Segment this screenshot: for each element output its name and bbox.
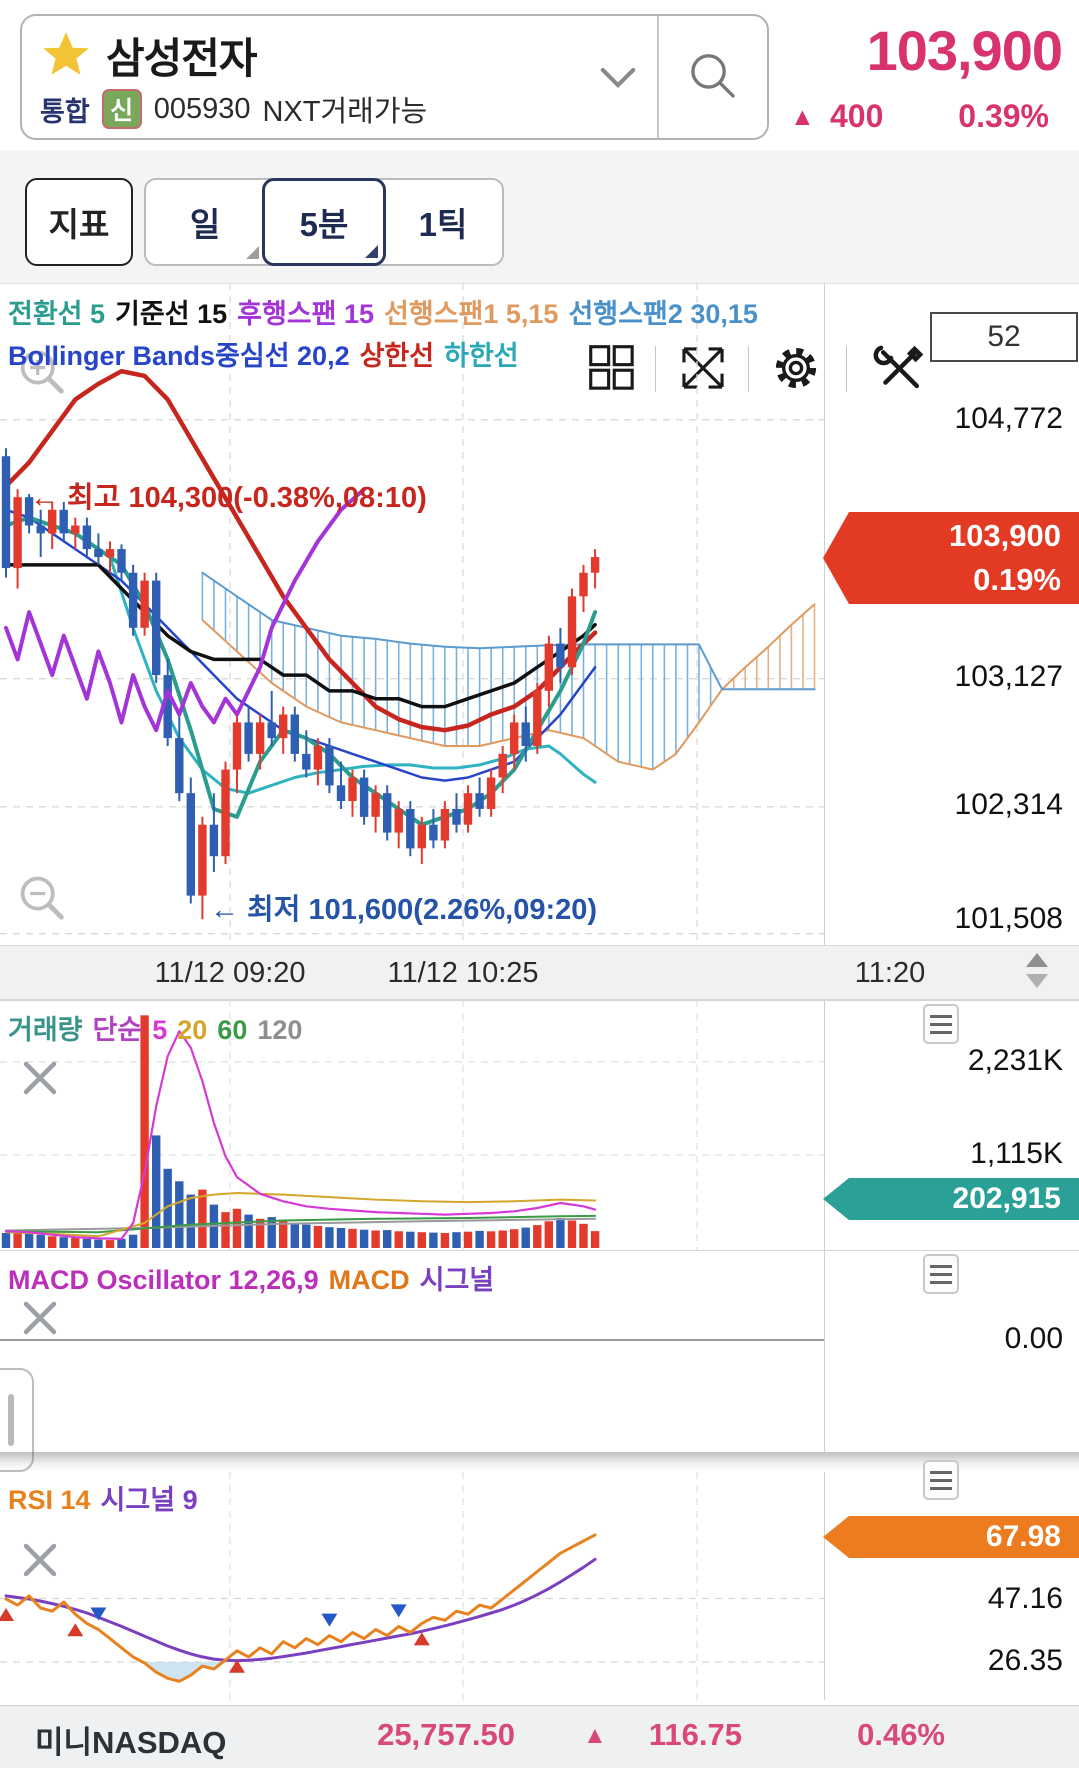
volume-pane-menu-icon[interactable] [923, 1004, 959, 1044]
index-ticker-bar[interactable] [0, 1705, 1079, 1768]
high-annotation: ← 최고 104,300(-0.38%,08:10) [30, 482, 427, 514]
rsi-pane-menu-icon[interactable] [923, 1460, 959, 1500]
pane-divider [0, 1000, 1079, 1001]
volume-axis-label: 2,231K [967, 1044, 1063, 1077]
bollinger-legend: Bollinger Bands중심선 20,2 상한선 하한선 [8, 341, 519, 371]
time-label: 11:20 [854, 957, 926, 989]
volume-axis-label: 1,115K [970, 1137, 1063, 1170]
chevron-down-icon[interactable] [579, 16, 657, 138]
gear-icon[interactable] [768, 340, 824, 396]
ichimoku-legend: 전환선 5 기준선 15 후행스팬 15 선행스팬1 5,15 선행스팬2 30,15 [8, 299, 758, 329]
search-button[interactable] [657, 16, 767, 138]
rsi-pane-close-icon[interactable] [18, 1538, 62, 1582]
indicator-button[interactable]: 지표 [25, 178, 133, 266]
rsi-chart[interactable] [0, 1472, 824, 1700]
macd-zero-label: 0.00 [1004, 1322, 1063, 1355]
time-label: 11/12 09:20 [154, 957, 306, 989]
time-label: 11/12 10:25 [387, 957, 539, 989]
macd-pane-menu-icon[interactable] [923, 1254, 959, 1294]
rsi-axis-label: 47.16 [987, 1582, 1063, 1615]
zoom-in-icon[interactable] [16, 346, 68, 402]
pane-resize-divider[interactable] [0, 1452, 1079, 1472]
favorite-star-icon[interactable] [40, 29, 92, 81]
price-axis-label: 102,314 [954, 788, 1063, 821]
volume-chart[interactable] [0, 1000, 824, 1250]
index-change: 116.75 [648, 1717, 742, 1752]
stock-info: 삼성전자 통합 신 005930 NXT거래가능 [22, 16, 579, 138]
change-arrow-icon: ▲ [790, 103, 815, 131]
stock-header-card[interactable]: 삼성전자 통합 신 005930 NXT거래가능 [20, 14, 769, 140]
stock-name: 삼성전자 [106, 34, 258, 82]
layout-grid-icon[interactable] [584, 340, 640, 396]
candle-count-box[interactable]: 52 [930, 312, 1078, 362]
low-annotation: ← 최저 101,600(2.26%,09:20) [210, 894, 598, 926]
current-price-tag: 103,900 0.19% [823, 512, 1079, 604]
period-day-button[interactable]: 일 [146, 180, 264, 264]
period-tick-button[interactable]: 1틱 [418, 206, 468, 243]
rsi-axis-label: 26.35 [987, 1644, 1063, 1677]
change-value: 400 [830, 98, 884, 134]
tools-icon[interactable] [872, 340, 928, 396]
toolbar-divider [655, 346, 656, 392]
market-tab-label[interactable]: 통합 [40, 96, 90, 127]
price-axis-label: 103,127 [954, 660, 1063, 693]
spinner-up-icon[interactable] [1026, 953, 1048, 967]
rsi-legend: RSI 14 시그널 9 [8, 1485, 198, 1515]
zoom-out-icon[interactable] [16, 872, 68, 928]
trade-availability-label: NXT거래가능 [262, 96, 428, 128]
toolbar-divider [748, 346, 749, 392]
toolbar-divider [846, 346, 847, 392]
drag-handle[interactable] [0, 1368, 34, 1472]
rsi-value-tag: 67.98 [823, 1516, 1079, 1558]
price-axis-label: 104,772 [954, 402, 1063, 435]
time-axis-bar[interactable] [0, 945, 1079, 1000]
main-price-chart[interactable] [0, 283, 824, 945]
axis-scale-spinner[interactable] [1026, 953, 1048, 988]
index-percent: 0.46% [857, 1717, 945, 1752]
change-percent: 0.39% [958, 98, 1049, 134]
axis-separator [824, 283, 825, 945]
spinner-down-icon[interactable] [1026, 974, 1048, 988]
current-price: 103,900 [866, 19, 1063, 82]
period-5min-button[interactable]: 5분 [262, 178, 386, 266]
current-volume-tag: 202,915 [823, 1178, 1079, 1220]
axis-separator [824, 1000, 825, 1452]
axis-separator [824, 1472, 825, 1700]
pane-divider [0, 1250, 1079, 1251]
search-icon [691, 54, 735, 98]
index-value: 25,757.50 [377, 1717, 515, 1752]
volume-legend: 거래량 단순 5 20 60 120 [8, 1015, 303, 1045]
stock-code: 005930 [153, 92, 251, 125]
period-selector: 일 5분 1틱 [144, 178, 504, 266]
dropdown-wedge-icon [365, 245, 378, 258]
new-stock-badge: 신 [101, 89, 142, 129]
price-axis-label: 101,508 [954, 902, 1063, 935]
index-arrow-icon: ▲ [583, 1722, 607, 1749]
fullscreen-expand-icon[interactable] [675, 340, 731, 396]
macd-zero-line [0, 1339, 824, 1341]
chart-toolbar: 지표 일 5분 1틱 [0, 150, 1079, 392]
volume-pane-close-icon[interactable] [18, 1056, 62, 1100]
index-name: 미니NASDAQ [35, 1725, 227, 1760]
macd-legend: MACD Oscillator 12,26,9 MACD 시그널 [8, 1265, 495, 1295]
dropdown-wedge-icon [246, 246, 259, 259]
macd-pane-close-icon[interactable] [18, 1296, 62, 1340]
